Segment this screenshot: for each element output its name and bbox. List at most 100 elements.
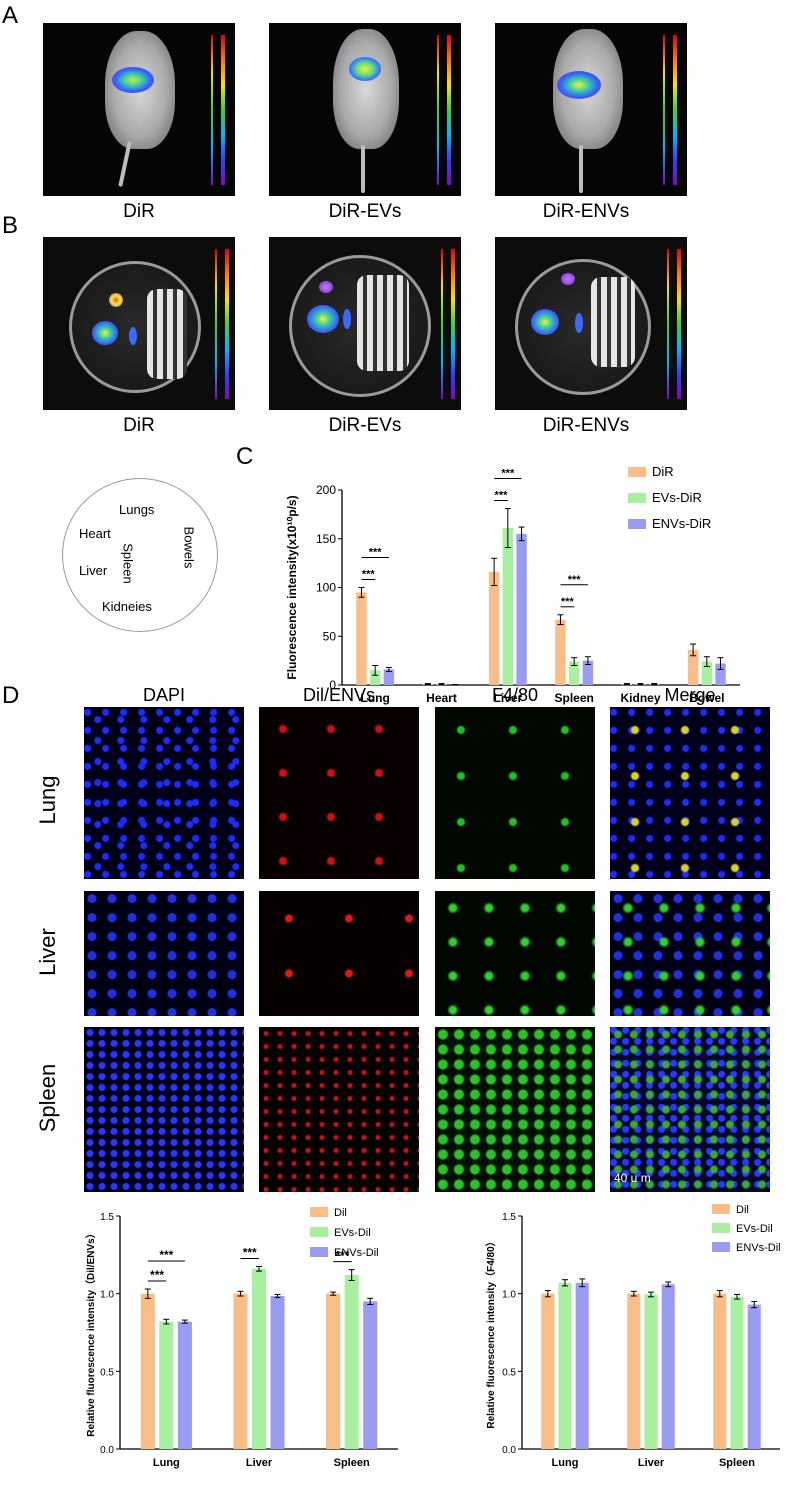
x-tick-label: Liver [493, 691, 522, 705]
micrograph-lung-dil [259, 707, 419, 879]
significance-label: *** [335, 1249, 349, 1263]
micrograph-liver-merge [610, 891, 770, 1016]
bar-envs-dir-lung [383, 669, 395, 685]
y-tick-label: 100 [316, 581, 336, 595]
panel-label-c: C [236, 443, 254, 470]
y-tick-label: 0.0 [100, 1445, 114, 1456]
significance-label: *** [501, 468, 515, 480]
bar-evs-dil-spleen [730, 1296, 744, 1449]
legend-label-dir: DiR [652, 464, 674, 479]
chart-relative-fluorescence-f480: 0.0 0.5 1.0 1.5 Relative fluorescence intens… [484, 1204, 780, 1469]
legend-label-dil: Dil [334, 1207, 347, 1219]
x-tick-label: Spleen [719, 1457, 755, 1469]
x-tick-label: Kidney [620, 691, 660, 705]
bar-dir-bowel [687, 649, 699, 685]
micrograph-spleen-f480 [435, 1027, 595, 1192]
ivis-image-dir [43, 23, 235, 196]
y-tick-label: 1.0 [100, 1290, 114, 1301]
legend-swatch-envs-dil [712, 1242, 730, 1252]
bar-dil-spleen [713, 1293, 727, 1449]
bar-evs-dil-liver [644, 1294, 658, 1449]
caption-a-dir: DiR [123, 201, 155, 222]
bar-envs-dir-spleen [582, 660, 594, 685]
legend-swatch-evs-dil [712, 1223, 730, 1233]
bar-evs-dir-liver [502, 528, 514, 685]
significance-label: *** [362, 569, 376, 581]
caption-b-dir-envs: DiR-ENVs [542, 415, 630, 436]
micrograph-liver-f480 [435, 891, 595, 1016]
significance-label: *** [243, 1245, 257, 1259]
bar-envs-dil-lung [177, 1321, 192, 1449]
ivis-image-dir-envs [495, 23, 687, 196]
y-axis-label: Relative fluorescence intensity（Dil/ENVs… [84, 1228, 97, 1436]
significance-label: *** [568, 574, 582, 586]
bar-envs-dir-bowel [715, 663, 726, 685]
organ-layout-diagram [62, 478, 218, 632]
significance-label: *** [159, 1248, 173, 1262]
legend-swatch-dir [628, 467, 646, 477]
organ-label-bowels: Bowels [181, 526, 197, 569]
bar-envs-dil-lung [575, 1282, 589, 1449]
x-tick-label: Heart [426, 691, 457, 705]
bar-dil-lung [140, 1293, 155, 1449]
bar-dir-spleen [555, 619, 566, 685]
legend-swatch-dil [310, 1207, 328, 1217]
caption-a-dir-evs: DiR-EVs [328, 201, 402, 222]
ivis-image-dir-evs [269, 23, 461, 196]
bar-dir-lung [356, 592, 367, 685]
bar-dir-liver [488, 571, 500, 685]
legend-label-evs-dil: EVs-Dil [736, 1223, 773, 1235]
caption-b-dir: DiR [123, 415, 155, 436]
bar-envs-dil-spleen [747, 1304, 761, 1449]
y-tick-label: 50 [323, 629, 337, 643]
panel-label-a: A [2, 2, 19, 29]
caption-b-dir-evs: DiR-EVs [328, 415, 402, 436]
bar-dil-spleen [326, 1293, 341, 1449]
significance-label: *** [495, 490, 509, 502]
y-tick-label: 1.5 [502, 1212, 516, 1223]
column-header-merge: Merge [664, 685, 716, 705]
micrograph-lung-f480 [435, 707, 595, 879]
significance-label: *** [561, 596, 575, 608]
bar-evs-dil-spleen [344, 1275, 359, 1449]
legend-swatch-dil [712, 1204, 730, 1214]
panel-label-b: B [2, 212, 19, 239]
x-tick-label: Lung [361, 691, 390, 705]
legend-label-envs-dil: ENVs-Dil [736, 1242, 780, 1254]
panel-label-d: D [2, 682, 20, 709]
row-label-spleen: Spleen [35, 1063, 60, 1133]
x-tick-label: Bowel [689, 691, 724, 705]
bar-envs-dil-liver [270, 1295, 285, 1449]
legend-label-dil: Dil [736, 1204, 749, 1216]
x-tick-label: Spleen [554, 691, 593, 705]
ivis-organ-image-dir [43, 237, 235, 410]
organ-label-heart: Heart [79, 526, 111, 541]
legend-swatch-evs-dil [310, 1227, 328, 1237]
micrograph-spleen-dapi [84, 1027, 244, 1192]
bar-envs-dil-liver [661, 1284, 675, 1449]
y-tick-label: 1.5 [100, 1212, 114, 1223]
legend-label-evs-dil: EVs-Dil [334, 1227, 371, 1239]
significance-label: *** [369, 547, 383, 559]
bar-dil-lung [541, 1293, 555, 1449]
ivis-organ-image-dir-evs [269, 237, 461, 410]
micrograph-liver-dil [259, 891, 419, 1016]
x-tick-label: Lung [552, 1457, 579, 1469]
y-tick-label: 0 [329, 678, 336, 692]
row-label-liver: Liver [35, 928, 60, 976]
bar-evs-dir-spleen [568, 661, 580, 685]
bar-dil-liver [233, 1293, 248, 1449]
x-tick-label: Spleen [334, 1457, 370, 1469]
legend-swatch-evs-dir [628, 493, 646, 503]
significance-label: *** [150, 1268, 164, 1282]
y-tick-label: 0.5 [502, 1367, 516, 1378]
organ-label-lungs: Lungs [119, 502, 155, 517]
y-tick-label: 0.5 [100, 1367, 114, 1378]
bar-dil-liver [627, 1293, 641, 1449]
ivis-organ-image-dir-envs [495, 237, 687, 410]
bar-evs-dil-liver [251, 1268, 267, 1449]
legend-label-envs-dir: ENVs-DiR [652, 516, 711, 531]
y-tick-label: 0.0 [502, 1445, 516, 1456]
bar-evs-dir-lung [369, 670, 381, 685]
